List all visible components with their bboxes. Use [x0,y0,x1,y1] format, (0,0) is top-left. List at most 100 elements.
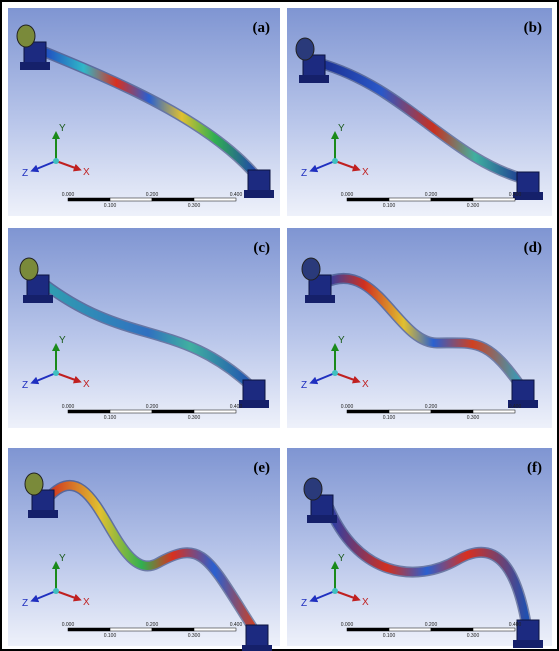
panel-background [287,448,552,646]
pipe [321,274,526,392]
scale-label: 0.300 [188,633,201,639]
clamp-base [244,190,274,198]
scale-label: 0.300 [467,415,480,421]
scale-label: 0.100 [104,633,117,639]
scale-label: 0.300 [188,203,201,209]
clamp-base [23,295,53,303]
scale-label: 0.100 [383,203,396,209]
scale-segment [346,409,390,414]
scale-segment [193,197,237,202]
fitting [16,24,36,48]
panel: Y X Z 0.000 0.200 0.400 0.100 0.300 (d) [287,228,552,428]
scale-label: 0.000 [62,622,75,628]
axis-origin [53,588,59,594]
axis-label-x: X [83,167,90,178]
axis-label-x: X [362,597,369,608]
clamp-base [508,400,538,408]
axis-origin [332,158,338,164]
axis-x [55,590,82,602]
fitting [303,477,323,501]
scale-segment [472,627,516,632]
scale-segment [109,197,153,202]
axis-label-x: X [362,167,369,178]
fitting [19,257,39,281]
scale-segment [67,627,111,632]
axis-label-x: X [83,379,90,390]
pipe [44,481,260,637]
fitting [301,257,321,281]
axis-label-y: Y [338,335,345,346]
axis-label-y: Y [338,553,345,564]
scale-label: 0.000 [341,622,354,628]
scale-label: 0.200 [425,622,438,628]
panel-label: (c) [253,240,270,256]
axis-origin [53,370,59,376]
fitting [295,37,315,61]
panel-label: (f) [527,460,542,476]
axis-z [309,372,336,385]
axis-z [309,590,336,603]
scale-segment [151,197,195,202]
pipe [36,46,262,182]
axis-label-z: Z [301,598,307,609]
scale-label: 0.200 [425,192,438,198]
clamp-base [305,295,335,303]
axis-x [334,160,361,172]
clamp-base [239,400,269,408]
scale-label: 0.100 [104,203,117,209]
axis-z [309,160,336,173]
scale-segment [388,627,432,632]
scale-label: 0.400 [509,404,522,410]
axis-label-y: Y [59,553,66,564]
fitting [24,472,44,496]
axis-label-z: Z [301,168,307,179]
scale-label: 0.200 [146,192,159,198]
panel-background [287,228,552,428]
axis-origin [53,158,59,164]
axis-label-z: Z [22,168,28,179]
pipe [315,59,531,184]
clamp-base [242,645,272,651]
pipe [39,279,257,392]
scale-segment [346,627,390,632]
scale-segment [430,627,474,632]
axis-label-y: Y [59,123,66,134]
scale-label: 0.400 [509,192,522,198]
panel: Y X Z 0.000 0.200 0.400 0.100 0.300 (e) [8,448,280,651]
scale-label: 0.100 [104,415,117,421]
scale-label: 0.000 [62,192,75,198]
scale-segment [67,409,111,414]
clamp-base [20,62,50,70]
pipe [323,499,531,632]
scale-label: 0.000 [341,192,354,198]
panel-background [8,8,280,216]
panel: Y X Z 0.000 0.200 0.400 0.100 0.300 (c) [8,228,280,428]
scale-segment [151,627,195,632]
scale-segment [67,197,111,202]
axis-x [334,590,361,602]
clamp-base [513,192,543,200]
axis-label-y: Y [59,335,66,346]
axis-origin [332,588,338,594]
axis-label-y: Y [338,123,345,134]
scale-segment [472,197,516,202]
axis-x [55,372,82,384]
panel-label: (b) [524,20,542,36]
axis-origin [332,370,338,376]
scale-label: 0.400 [509,622,522,628]
scale-segment [109,409,153,414]
scale-label: 0.400 [230,404,243,410]
scale-segment [430,197,474,202]
scale-label: 0.200 [146,404,159,410]
axis-label-z: Z [22,598,28,609]
clamp-base [513,640,543,648]
scale-label: 0.200 [146,622,159,628]
axis-label-x: X [362,379,369,390]
axis-label-z: Z [22,380,28,391]
scale-label: 0.400 [230,622,243,628]
scale-label: 0.000 [341,404,354,410]
scale-segment [346,197,390,202]
panel: Y X Z 0.000 0.200 0.400 0.100 0.300 (a) [8,8,280,216]
scale-segment [430,409,474,414]
